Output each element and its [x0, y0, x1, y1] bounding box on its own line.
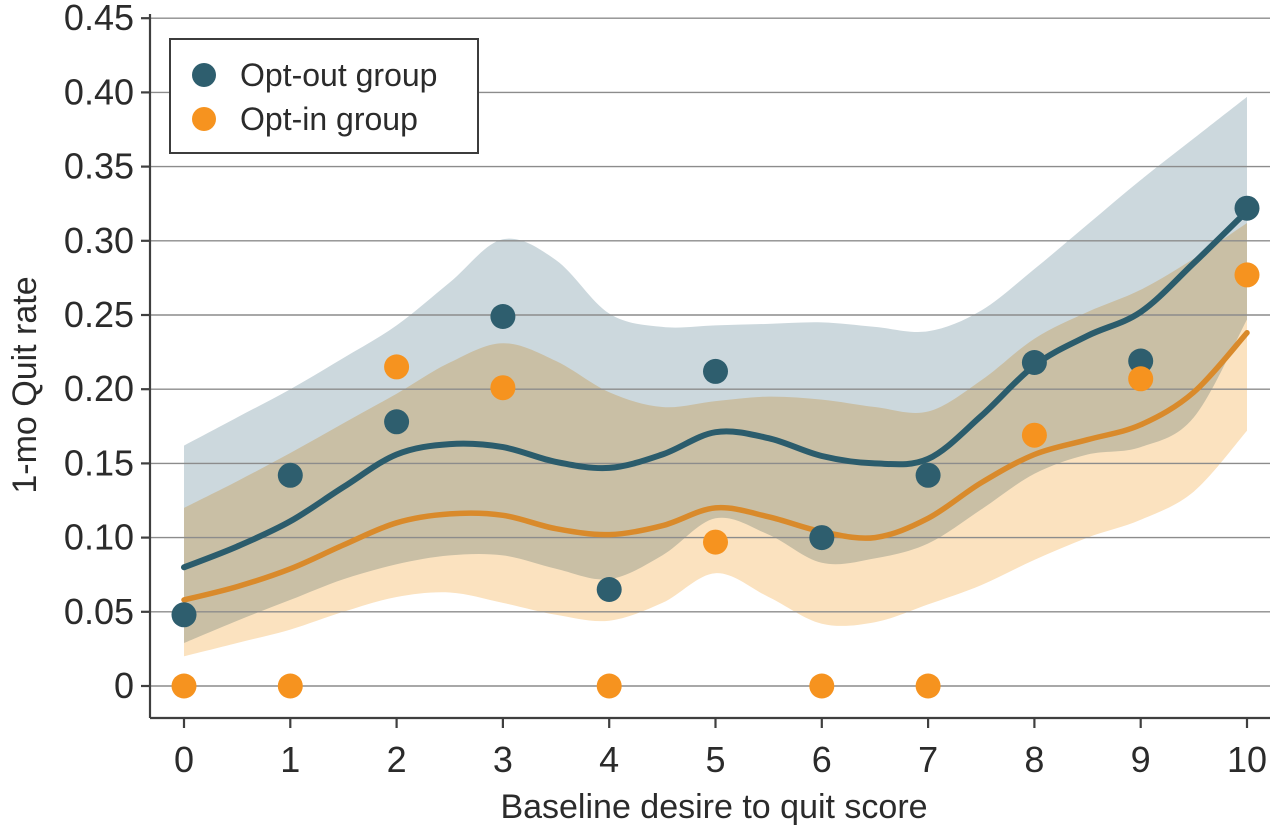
y-tick-label-0.4: 0.40: [64, 71, 134, 112]
data-point-optout-x6: [809, 525, 835, 551]
data-point-optin-x9: [1128, 366, 1154, 392]
x-tick-label-7: 7: [918, 739, 938, 780]
x-axis-title: Baseline desire to quit score: [500, 788, 927, 826]
y-tick-label-0.2: 0.20: [64, 368, 134, 409]
data-point-optout-x3: [490, 304, 516, 329]
data-point-optout-x4: [596, 577, 622, 602]
data-point-optin-x4: [596, 673, 622, 699]
y-tick-label-0.05: 0.05: [64, 591, 134, 632]
x-tick-label-10: 10: [1227, 739, 1267, 780]
trend-line-optin: [181, 330, 1250, 603]
x-tick-label-1: 1: [280, 739, 300, 780]
scatter-points: [171, 195, 1260, 699]
y-tick-label-0.1: 0.10: [64, 517, 134, 558]
legend-box: [169, 38, 479, 154]
data-point-optout-x1: [277, 462, 303, 488]
data-point-optin-x1: [277, 673, 303, 699]
y-axis-title: 1-mo Quit rate: [6, 276, 44, 493]
data-point-optout-x5: [703, 358, 728, 384]
legend: Opt-out group Opt-in group: [169, 38, 479, 154]
data-point-optin-x3: [490, 375, 516, 401]
legend-marker-optout: [192, 63, 216, 87]
data-point-optout-x9: [1128, 348, 1154, 374]
trend-lines: [181, 208, 1250, 603]
data-point-optout-x8: [1021, 350, 1047, 375]
data-point-optout-x0: [171, 602, 197, 628]
y-tick-label-0.35: 0.35: [64, 146, 134, 187]
data-point-optin-x6: [809, 673, 835, 699]
trend-line-optout: [181, 208, 1250, 571]
data-point-optout-x10: [1234, 195, 1260, 221]
y-tick-label-0.25: 0.25: [64, 294, 134, 335]
x-tick-label-9: 9: [1131, 739, 1151, 780]
x-tick-label-4: 4: [599, 739, 619, 780]
legend-marker-optin: [192, 107, 216, 131]
x-tick-label-2: 2: [387, 739, 407, 780]
x-tick-label-8: 8: [1024, 739, 1044, 780]
y-tick-label-0.45: 0.45: [64, 0, 134, 38]
data-point-optin-x8: [1021, 422, 1047, 448]
x-tick-label-0: 0: [174, 739, 194, 780]
y-tick-label-0.15: 0.15: [64, 442, 134, 483]
axes: 0 0.05 0.10 0.15 0.20 0.25 0.30 0.35 0.40 0.45 0 1 2…: [64, 0, 1270, 780]
data-point-optin-x2: [384, 354, 410, 380]
legend-label-optin: Opt-in group: [240, 101, 418, 137]
legend-label-optout: Opt-out group: [240, 57, 437, 93]
y-tick-label-0: 0: [114, 665, 134, 706]
data-point-optin-x5: [703, 529, 728, 555]
confidence-band-optin: [184, 223, 1247, 657]
x-tick-label-5: 5: [705, 739, 725, 780]
x-tick-label-6: 6: [812, 739, 832, 780]
data-point-optin-x10: [1234, 262, 1260, 288]
data-point-optin-x0: [171, 673, 197, 699]
data-point-optout-x7: [915, 462, 941, 488]
y-tick-label-0.3: 0.30: [64, 220, 134, 261]
data-point-optin-x7: [915, 673, 941, 699]
x-tick-label-3: 3: [493, 739, 513, 780]
data-point-optout-x2: [384, 409, 410, 435]
